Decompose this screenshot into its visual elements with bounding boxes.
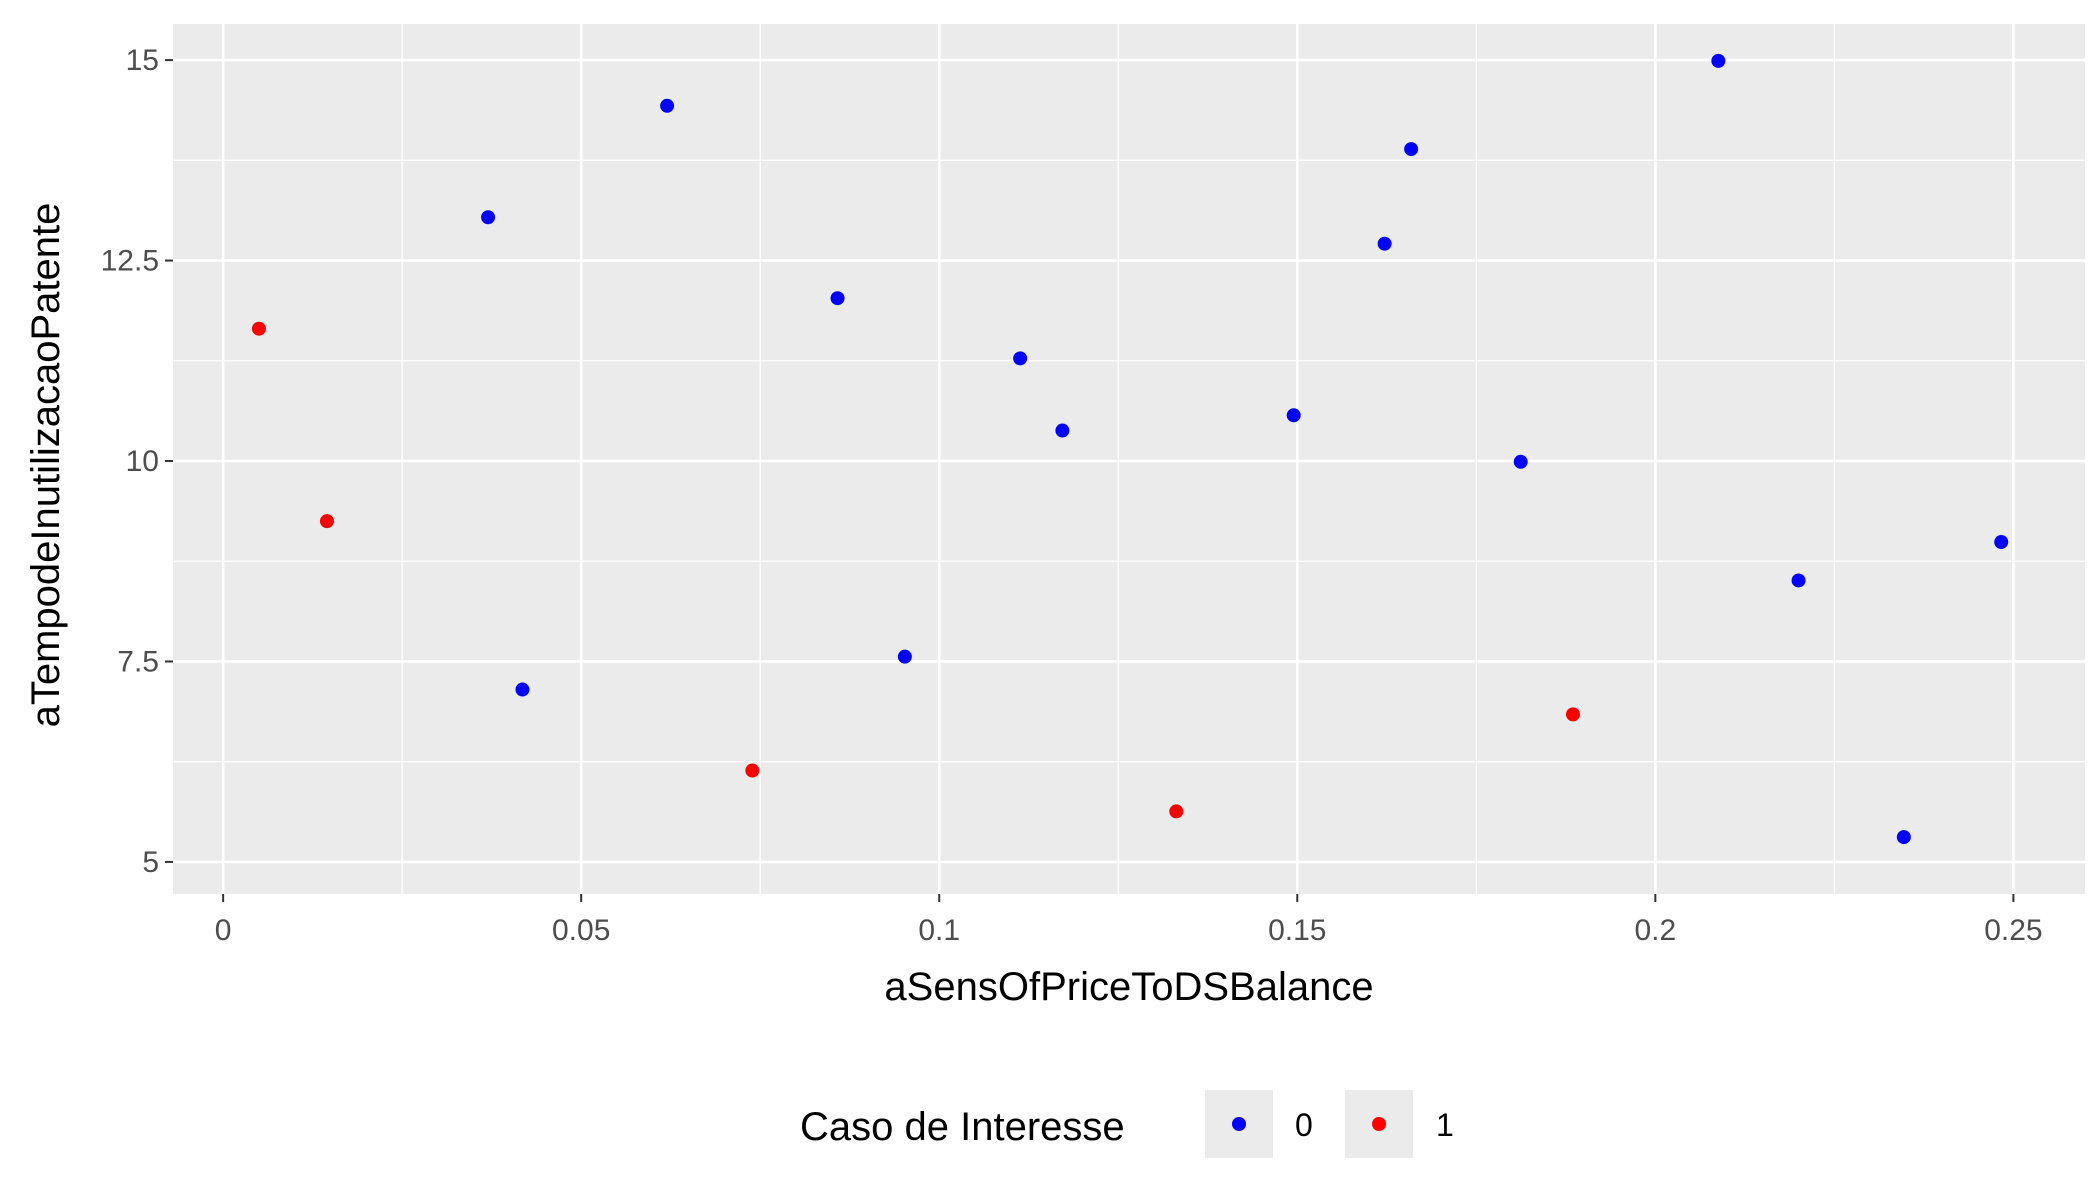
y-tick-label: 10 [126, 445, 159, 478]
data-point-series-0 [1896, 830, 1911, 845]
x-tick-label: 0.15 [1268, 914, 1326, 947]
y-tick-label: 7.5 [117, 645, 159, 678]
data-point-series-0 [830, 291, 845, 306]
y-axis-ticks: 5 7.5 10 12.5 15 [101, 44, 173, 879]
data-point-series-0 [1404, 142, 1419, 157]
plot-panel [173, 24, 2085, 894]
data-points [251, 53, 2009, 845]
x-tick-label: 0.2 [1634, 914, 1676, 947]
legend-key-0-marker [1232, 1117, 1246, 1131]
legend-label-0: 0 [1295, 1107, 1313, 1143]
x-tick-label: 0 [215, 914, 232, 947]
data-point-series-1 [1565, 707, 1580, 722]
data-point-series-0 [1791, 573, 1806, 588]
x-axis-title: aSensOfPriceToDSBalance [884, 965, 1373, 1009]
data-point-series-0 [1286, 408, 1301, 423]
x-tick-label: 0.25 [1984, 914, 2042, 947]
data-point-series-1 [319, 514, 334, 529]
major-gridlines [173, 24, 2085, 894]
y-tick-label: 12.5 [101, 245, 159, 278]
y-tick-label: 5 [142, 846, 159, 879]
data-point-series-1 [745, 763, 760, 778]
data-point-series-0 [481, 210, 496, 225]
data-point-series-0 [1055, 423, 1070, 438]
legend: Caso de Interesse 0 1 [800, 1090, 1454, 1158]
data-point-series-0 [1711, 53, 1726, 68]
legend-title: Caso de Interesse [800, 1105, 1125, 1149]
data-point-series-0 [1013, 351, 1028, 366]
data-point-series-0 [515, 682, 530, 697]
x-axis-ticks: 0 0.05 0.1 0.15 0.2 0.25 [215, 894, 2043, 947]
x-tick-label: 0.1 [918, 914, 960, 947]
data-point-series-0 [897, 649, 912, 664]
data-point-series-0 [1377, 236, 1392, 251]
data-point-series-1 [1169, 804, 1184, 819]
legend-key-1-marker [1372, 1117, 1386, 1131]
y-axis-title: aTempodeInutilizacaoPatente [24, 203, 68, 728]
data-point-series-1 [251, 321, 266, 336]
x-tick-label: 0.05 [552, 914, 610, 947]
y-tick-label: 15 [126, 44, 159, 77]
data-point-series-0 [660, 98, 675, 113]
data-point-series-0 [1994, 534, 2009, 549]
legend-label-1: 1 [1436, 1107, 1454, 1143]
data-point-series-0 [1513, 454, 1528, 469]
minor-gridlines [173, 24, 2085, 894]
